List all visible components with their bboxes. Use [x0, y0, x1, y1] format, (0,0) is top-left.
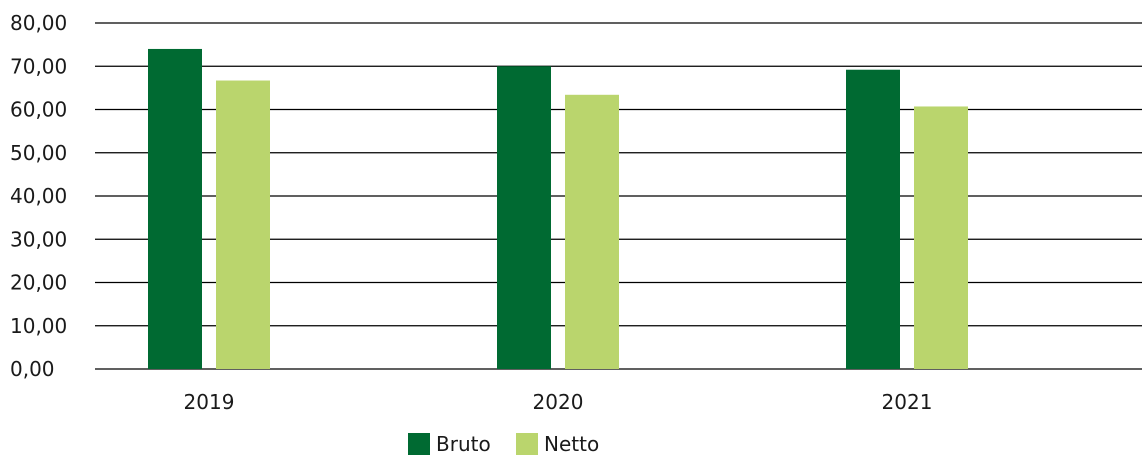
x-tick-label: 2021	[882, 390, 933, 414]
y-tick-label: 0,00	[10, 357, 55, 381]
bar-bruto-2019	[148, 48, 202, 369]
legend-swatch-bruto	[408, 433, 430, 455]
y-tick-label: 60,00	[10, 98, 67, 122]
legend-label-bruto: Bruto	[436, 432, 491, 455]
y-tick-label: 30,00	[10, 227, 67, 251]
bars	[148, 48, 968, 370]
x-tick-label: 2020	[533, 390, 584, 414]
y-tick-label: 80,00	[10, 11, 67, 35]
legend: Bruto Netto	[408, 432, 599, 456]
y-tick-label: 70,00	[10, 54, 67, 78]
bar-netto-2021	[914, 106, 968, 369]
legend-swatch-netto	[516, 433, 538, 455]
y-tick-label: 40,00	[10, 184, 67, 208]
bar-bruto-2020	[497, 66, 551, 369]
bar-netto-2019	[216, 80, 270, 370]
y-tick-label: 10,00	[10, 314, 67, 338]
y-tick-label: 50,00	[10, 141, 67, 165]
y-axis-ticks: 0,00 10,00 20,00 30,00 40,00 50,00 60,00 70,00 8…	[10, 11, 67, 381]
x-tick-label: 2019	[184, 390, 235, 414]
bar-netto-2020	[565, 94, 619, 370]
x-axis-ticks: 2019 2020 2021	[184, 390, 933, 414]
y-tick-label: 20,00	[10, 271, 67, 295]
legend-label-netto: Netto	[544, 432, 599, 455]
bar-bruto-2021	[846, 69, 900, 370]
